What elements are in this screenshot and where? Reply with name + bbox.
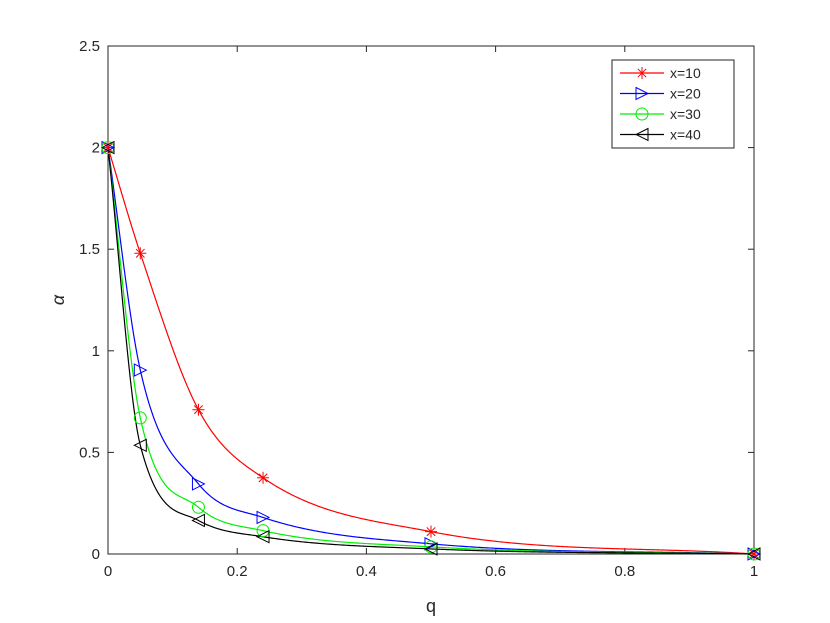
y-tick-label: 0: [92, 546, 100, 563]
y-tick-label: 2: [92, 140, 100, 157]
legend-marker: [636, 67, 648, 79]
legend-marker: [635, 86, 650, 101]
legend: x=10 x=20 x=30 x=40: [611, 59, 735, 149]
legend-item: x=20: [620, 86, 701, 102]
data-point: [256, 510, 271, 525]
series-markers: [100, 140, 762, 561]
data-point: [133, 411, 147, 425]
data-point: [133, 363, 148, 377]
x-axis-label: q: [426, 596, 436, 616]
data-point: [255, 529, 270, 544]
x-tick-label: 0: [104, 563, 112, 580]
legend-label: x=30: [670, 106, 701, 122]
data-point: [257, 471, 270, 484]
legend-label: x=10: [670, 65, 701, 81]
y-tick-label: 0.5: [79, 444, 100, 461]
data-point: [748, 548, 760, 560]
x-tick-label: 0.8: [614, 563, 635, 580]
data-point: [134, 247, 147, 260]
legend-item: x=10: [620, 65, 701, 81]
y-tick-label: 2.5: [79, 38, 100, 55]
x-tick-label: 0.6: [485, 563, 506, 580]
x-tick-label: 1: [750, 563, 758, 580]
legend-item: x=30: [620, 106, 701, 122]
legend-box: [611, 59, 735, 149]
data-point: [423, 542, 438, 556]
axis-ticks: 0 0.2 0.4 0.6 0.8 1 0 0.5 1 1.5 2 2.5: [79, 38, 758, 580]
y-axis-label: α: [48, 294, 68, 305]
data-point: [746, 547, 761, 561]
data-point: [133, 438, 147, 453]
data-point: [191, 513, 205, 528]
x-tick-label: 0.2: [227, 563, 248, 580]
legend-item: x=40: [620, 127, 701, 143]
data-point: [425, 525, 437, 538]
data-point: [191, 477, 206, 491]
legend-marker: [634, 127, 649, 142]
data-point: [100, 140, 115, 155]
x-tick-label: 0.4: [356, 563, 377, 580]
legend-label: x=40: [670, 127, 701, 143]
legend-label: x=20: [670, 86, 701, 102]
series-line: [107, 147, 755, 555]
y-tick-label: 1.5: [79, 241, 100, 258]
data-point: [191, 500, 205, 514]
data-point: [192, 403, 205, 416]
y-tick-label: 1: [92, 343, 100, 360]
legend-marker: [635, 107, 649, 121]
data-point: [102, 141, 114, 154]
